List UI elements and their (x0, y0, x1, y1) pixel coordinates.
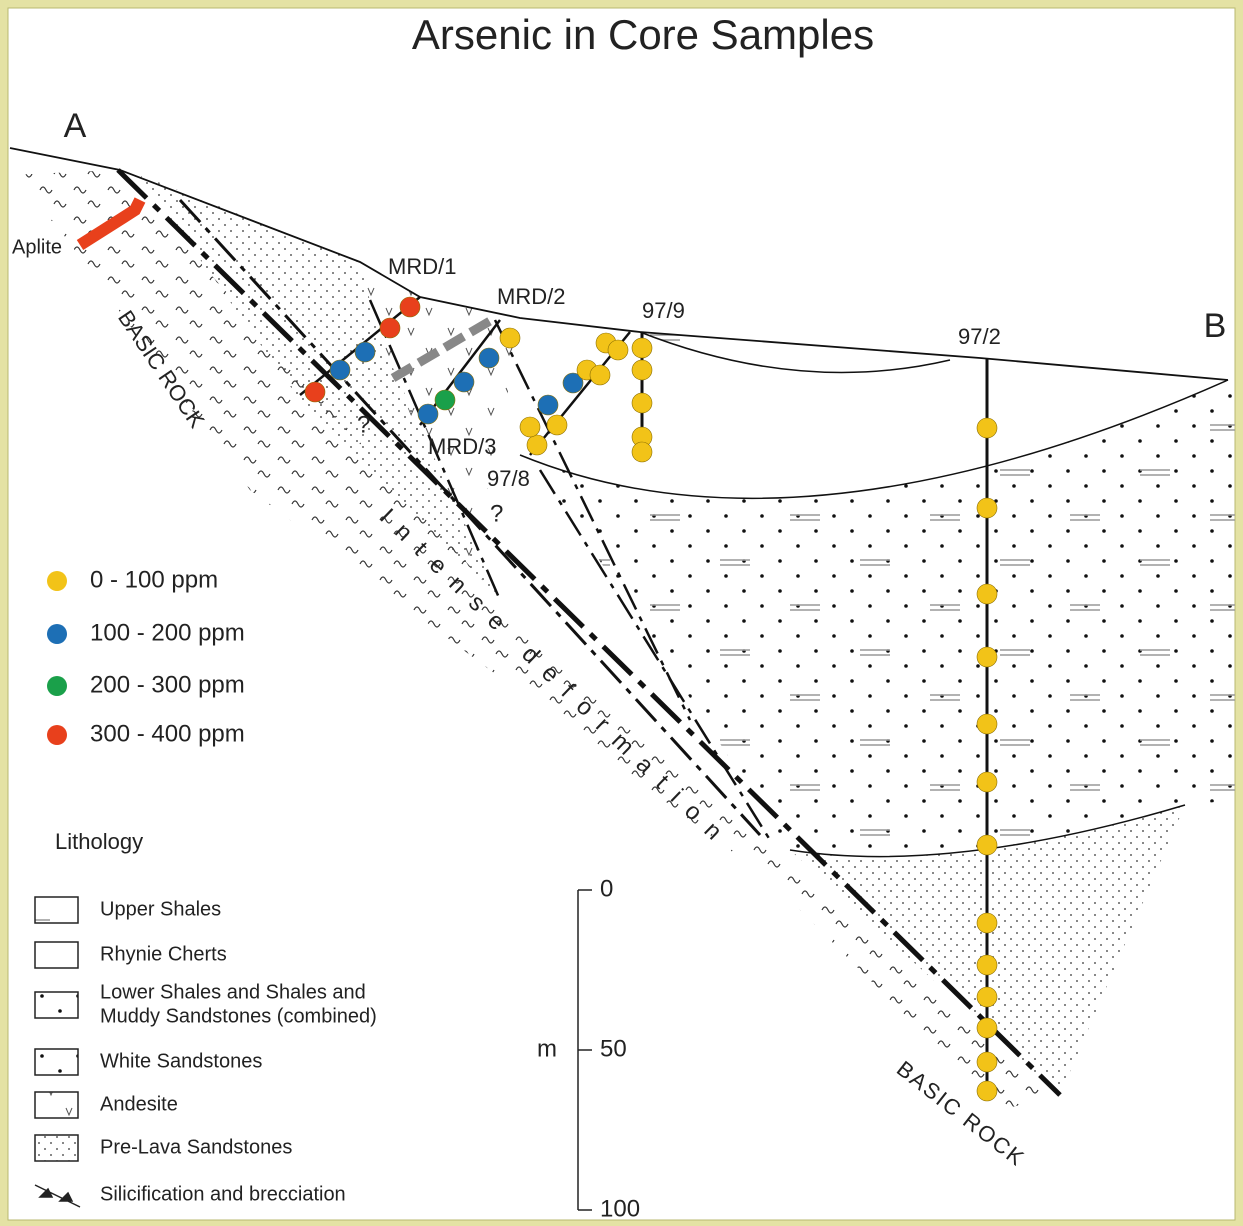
lithology-label: Rhynie Cherts (100, 943, 227, 965)
sample-dot (454, 372, 474, 392)
sample-dot (977, 418, 997, 438)
lithology-swatch (35, 942, 78, 968)
diagram: Arsenic in Core Samples A B Aplite BASIC… (0, 0, 1243, 1226)
question-mark: ? (490, 500, 503, 527)
lithology-swatch (35, 992, 78, 1018)
borehole-label: MRD/2 (497, 284, 565, 309)
sample-dot (977, 1081, 997, 1101)
sample-dot (977, 1052, 997, 1072)
sample-dot (977, 913, 997, 933)
legend-label: 200 - 300 ppm (90, 671, 245, 698)
borehole-label: 97/2 (958, 324, 1001, 349)
sample-dot (977, 772, 997, 792)
legend-label: 0 - 100 ppm (90, 566, 218, 593)
title: Arsenic in Core Samples (412, 11, 874, 58)
legend-dot (47, 571, 67, 591)
legend-label: 300 - 400 ppm (90, 720, 245, 747)
sample-dot (547, 415, 567, 435)
section-end: B (1204, 307, 1227, 345)
lithology-label: Pre-Lava Sandstones (100, 1136, 292, 1158)
sample-dot (977, 987, 997, 1007)
borehole-label: 97/8 (487, 466, 530, 491)
lithology-title: Lithology (55, 829, 143, 854)
legend-dot (47, 624, 67, 644)
sample-dot (977, 955, 997, 975)
sample-dot (435, 390, 455, 410)
sample-dot (538, 395, 558, 415)
lithology-label: Muddy Sandstones (combined) (100, 1005, 377, 1027)
borehole-label: MRD/1 (388, 254, 456, 279)
lithology-swatch (35, 1092, 78, 1118)
sample-dot (977, 647, 997, 667)
lithology-label: Andesite (100, 1093, 178, 1115)
lithology-label: Upper Shales (100, 898, 221, 920)
legend-dot (47, 676, 67, 696)
lithology-label: White Sandstones (100, 1050, 262, 1072)
sample-dot (305, 382, 325, 402)
sample-dot (590, 365, 610, 385)
sample-dot (380, 318, 400, 338)
sample-dot (977, 1018, 997, 1038)
sample-dot (418, 404, 438, 424)
sample-dot (400, 297, 420, 317)
sample-dot (632, 338, 652, 358)
scale-label: 0 (600, 875, 613, 902)
sample-dot (608, 340, 628, 360)
sample-dot (632, 360, 652, 380)
sample-dot (355, 342, 375, 362)
scale-label: 50 (600, 1035, 627, 1062)
sample-dot (977, 835, 997, 855)
lithology-swatch (35, 1135, 78, 1161)
lithology-swatch (35, 897, 78, 923)
sample-dot (479, 348, 499, 368)
scale-label: 100 (600, 1195, 640, 1222)
sample-dot (632, 393, 652, 413)
sample-dot (527, 435, 547, 455)
section-end: A (64, 107, 87, 145)
aplite-label: Aplite (12, 236, 62, 258)
sample-dot (520, 417, 540, 437)
sample-dot (500, 328, 520, 348)
borehole-label: 97/9 (642, 298, 685, 323)
scale-unit: m (537, 1035, 557, 1062)
sample-dot (977, 498, 997, 518)
lithology-swatch (35, 1049, 78, 1075)
legend-dot (47, 725, 67, 745)
borehole-label: MRD/3 (428, 434, 496, 459)
question-mark: ? (357, 411, 370, 438)
lithology-label: Lower Shales and Shales and (100, 981, 366, 1003)
sample-dot (632, 442, 652, 462)
sample-dot (330, 360, 350, 380)
sample-dot (977, 714, 997, 734)
legend-label: 100 - 200 ppm (90, 619, 245, 646)
lithology-label: Silicification and brecciation (100, 1183, 346, 1205)
sample-dot (977, 584, 997, 604)
